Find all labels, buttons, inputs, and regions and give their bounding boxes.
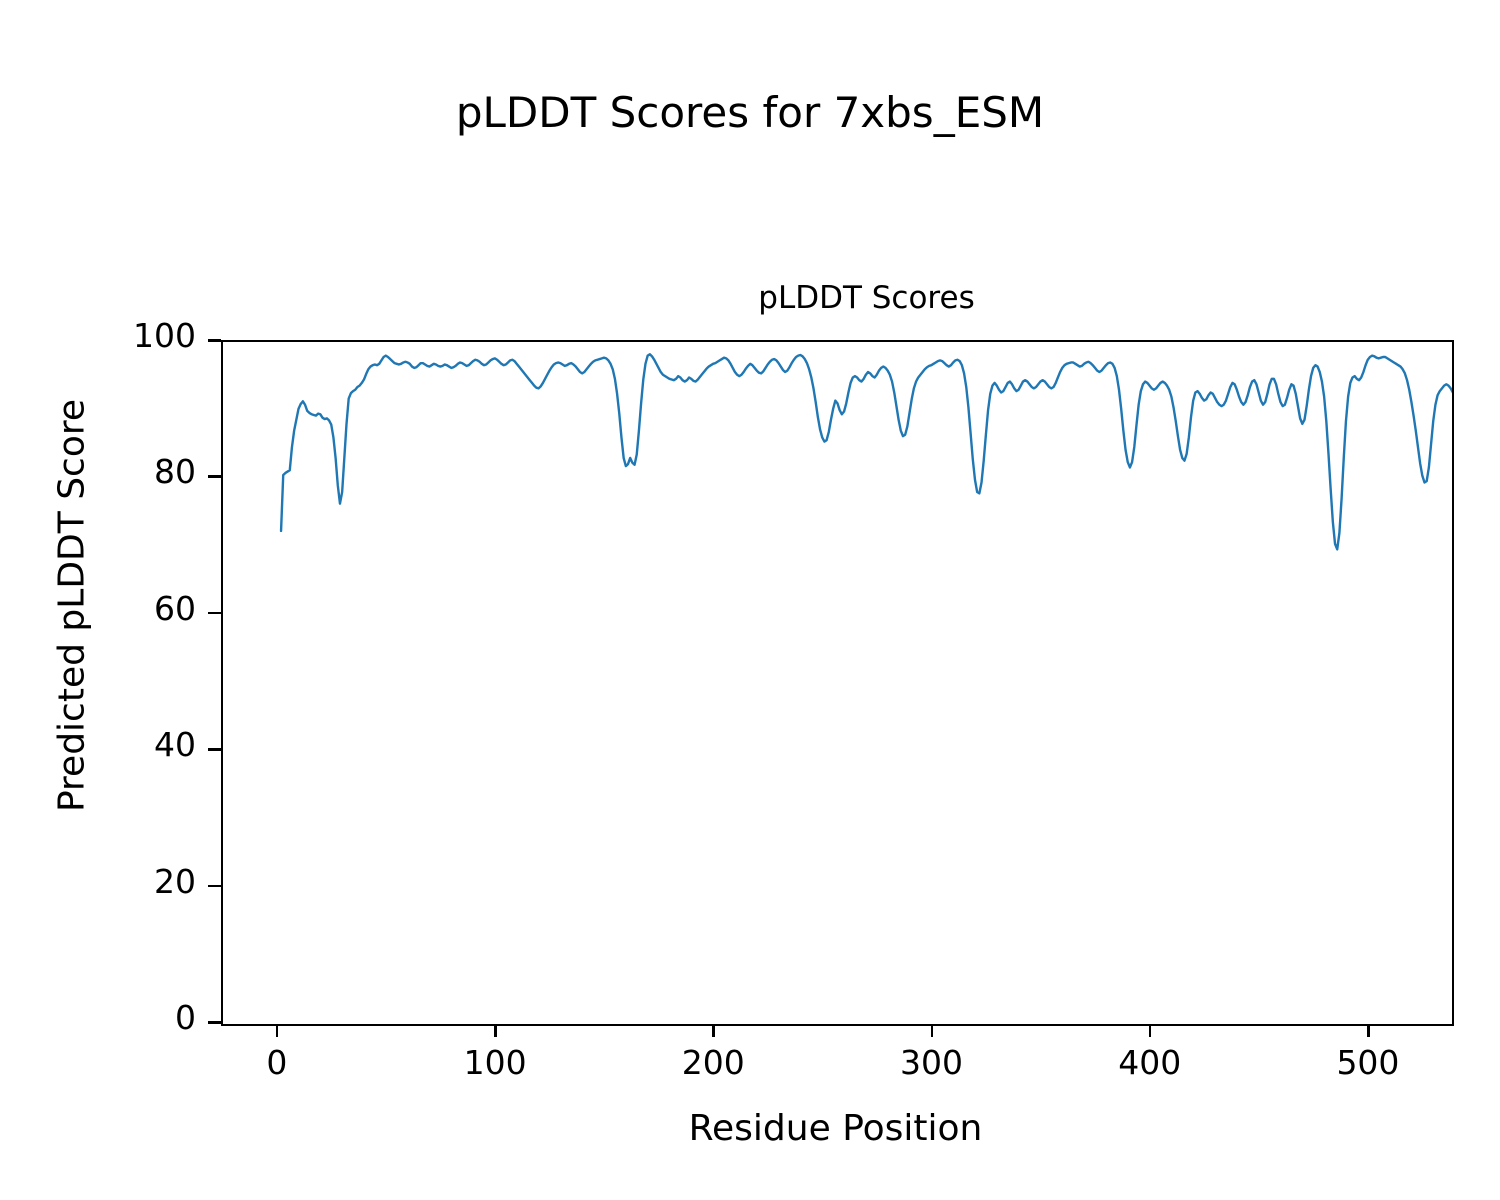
y-tick-label: 60 [154,588,196,628]
x-tick-label: 200 [681,1043,745,1082]
y-tick-label: 20 [154,861,196,901]
plot-area [221,340,1454,1026]
y-tick-label-group: 0 20 40 60 80 100 [0,0,196,1200]
y-tick-mark [208,1021,221,1024]
y-tick-mark [208,748,221,751]
axes-title: pLDDT Scores [758,280,975,316]
x-tick-mark [1366,1024,1370,1037]
y-tick-label: 0 [175,998,196,1037]
plddt-line-chart [279,353,1452,551]
y-tick-mark [208,884,221,888]
plddt-trace-line [279,353,1452,551]
x-tick-mark [712,1024,715,1037]
y-tick-mark [208,611,221,615]
x-tick-label: 0 [266,1043,288,1082]
x-tick-mark [1148,1024,1152,1037]
x-tick-label: 400 [1118,1043,1182,1082]
y-tick-label: 100 [133,316,196,355]
x-axis-label: Residue Position [688,1108,983,1149]
y-tick-label: 80 [154,452,196,492]
figure-suptitle: pLDDT Scores for 7xbs_ESM [455,88,1045,137]
y-axis-label: Predicted pLDDT Score [51,398,93,813]
y-tick-mark [208,475,221,478]
y-tick-mark [208,339,221,342]
y-tick-label: 40 [154,725,196,765]
x-tick-label: 300 [900,1043,964,1082]
x-tick-mark [275,1024,279,1037]
x-tick-label: 500 [1336,1043,1400,1082]
x-tick-mark [494,1024,497,1037]
x-tick-mark [930,1024,934,1037]
x-tick-label: 100 [463,1043,527,1082]
